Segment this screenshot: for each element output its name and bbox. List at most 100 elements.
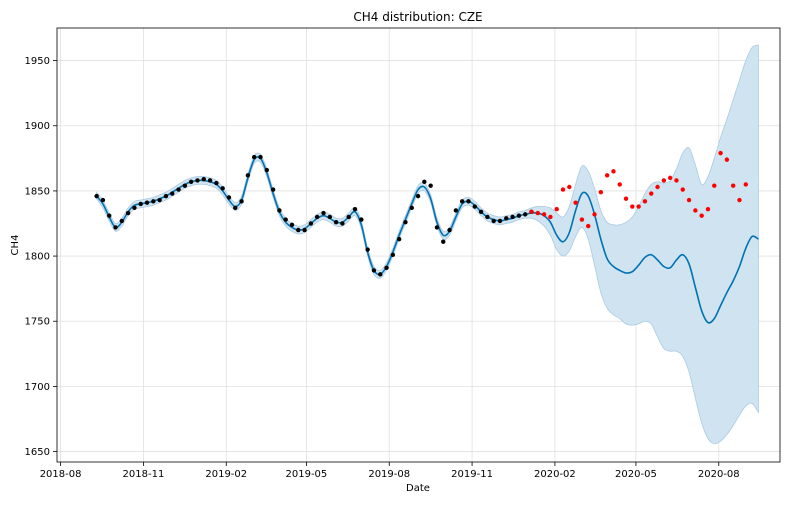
history-point xyxy=(239,199,244,204)
history-point xyxy=(409,205,414,211)
x-tick-label: 2020-02 xyxy=(534,469,576,480)
actual-future-point xyxy=(630,204,635,209)
y-tick-label: 1700 xyxy=(25,382,50,393)
actual-future-point xyxy=(699,213,704,218)
actual-future-point xyxy=(667,175,673,181)
history-point xyxy=(333,219,339,225)
x-tick-label: 2019-08 xyxy=(368,469,410,480)
history-point xyxy=(100,197,106,203)
history-point xyxy=(132,205,137,211)
history-point xyxy=(447,227,452,233)
forecast-line-group xyxy=(95,156,759,324)
history-point xyxy=(220,186,225,191)
actual-future-point xyxy=(579,217,585,222)
actual-future-point xyxy=(642,199,648,204)
history-point xyxy=(258,154,263,160)
history-point xyxy=(327,214,333,220)
history-point xyxy=(119,218,125,224)
actual-future-point xyxy=(718,150,723,156)
history-point xyxy=(516,213,522,218)
actual-future-point xyxy=(724,157,730,162)
history-point xyxy=(359,217,364,222)
actual-future-point xyxy=(548,214,553,220)
history-point xyxy=(497,218,503,224)
uncertainty-interval xyxy=(96,44,759,445)
history-point xyxy=(113,225,118,230)
history-point xyxy=(151,199,156,204)
history-point xyxy=(384,265,389,271)
history-point xyxy=(441,239,446,244)
history-point xyxy=(453,208,459,213)
history-point xyxy=(277,208,282,213)
actual-future-point xyxy=(686,197,692,203)
history-point xyxy=(144,200,150,205)
history-point xyxy=(510,214,515,220)
actual-future-point xyxy=(567,184,572,190)
y-tick-label: 1850 xyxy=(25,186,50,197)
history-point xyxy=(302,227,307,233)
actual-future-point xyxy=(655,184,660,190)
data-points xyxy=(94,150,748,277)
actual-future-point xyxy=(586,223,591,229)
history-point xyxy=(289,222,295,227)
history-point xyxy=(434,225,440,230)
actual-future-point xyxy=(636,204,641,209)
history-point xyxy=(346,214,351,220)
actual-future-point xyxy=(604,173,610,178)
history-point xyxy=(201,176,206,182)
history-point xyxy=(315,214,320,220)
uncertainty-band xyxy=(96,44,759,445)
history-point xyxy=(214,180,219,186)
history-point xyxy=(138,201,143,207)
actual-future-point xyxy=(705,206,711,212)
history-point xyxy=(107,213,112,218)
actual-future-point xyxy=(598,190,604,195)
actual-future-point xyxy=(560,187,566,192)
x-tick-label: 2020-05 xyxy=(615,469,657,480)
actual-future-point xyxy=(623,196,629,201)
history-point xyxy=(321,210,326,216)
history-point xyxy=(365,247,370,252)
history-point xyxy=(195,178,200,183)
history-point xyxy=(422,179,427,184)
x-tick-label: 2019-05 xyxy=(286,469,328,480)
x-tick-label: 2018-08 xyxy=(40,469,82,480)
history-point xyxy=(352,206,358,212)
history-point xyxy=(233,205,238,211)
actual-future-point xyxy=(743,182,748,187)
x-axis-title: Date xyxy=(406,483,430,494)
y-tick-label: 1800 xyxy=(25,252,50,263)
actual-future-point xyxy=(712,183,717,188)
x-tick-label: 2019-11 xyxy=(451,469,493,480)
history-point xyxy=(466,199,471,204)
history-point xyxy=(428,183,433,188)
history-point xyxy=(251,154,257,160)
history-point xyxy=(478,209,484,214)
x-axis-ticks: 2018-08 2018-11 2019-02 2019-05 2019-08 2019-… xyxy=(40,462,740,480)
actual-future-point xyxy=(535,210,540,216)
history-point xyxy=(371,268,377,273)
y-tick-label: 1650 xyxy=(25,447,50,458)
actual-future-point xyxy=(649,191,654,196)
chart-title: CH4 distribution: CZE xyxy=(353,10,482,24)
history-point xyxy=(226,195,232,200)
history-point xyxy=(485,214,490,220)
plot-frame xyxy=(56,27,781,463)
history-point xyxy=(245,173,251,178)
actual-future-point xyxy=(611,169,616,174)
history-point xyxy=(270,187,276,192)
history-point xyxy=(340,221,345,226)
history-point xyxy=(94,193,99,199)
history-point xyxy=(415,193,421,199)
actual-future-point xyxy=(730,183,736,188)
history-point xyxy=(176,187,181,192)
history-point xyxy=(163,193,169,199)
actual-future-point xyxy=(592,212,597,217)
history-point xyxy=(125,210,131,216)
history-point xyxy=(157,197,162,203)
actual-future-point xyxy=(529,209,534,214)
actual-future-point xyxy=(661,178,667,183)
history-point xyxy=(207,178,213,183)
history-point xyxy=(188,179,194,184)
